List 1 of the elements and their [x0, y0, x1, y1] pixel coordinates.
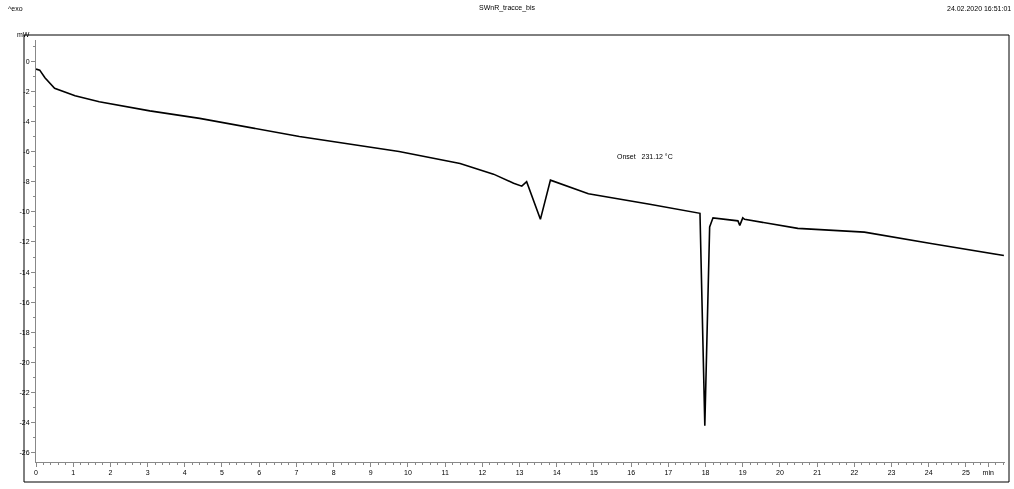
line-series — [36, 68, 1005, 427]
